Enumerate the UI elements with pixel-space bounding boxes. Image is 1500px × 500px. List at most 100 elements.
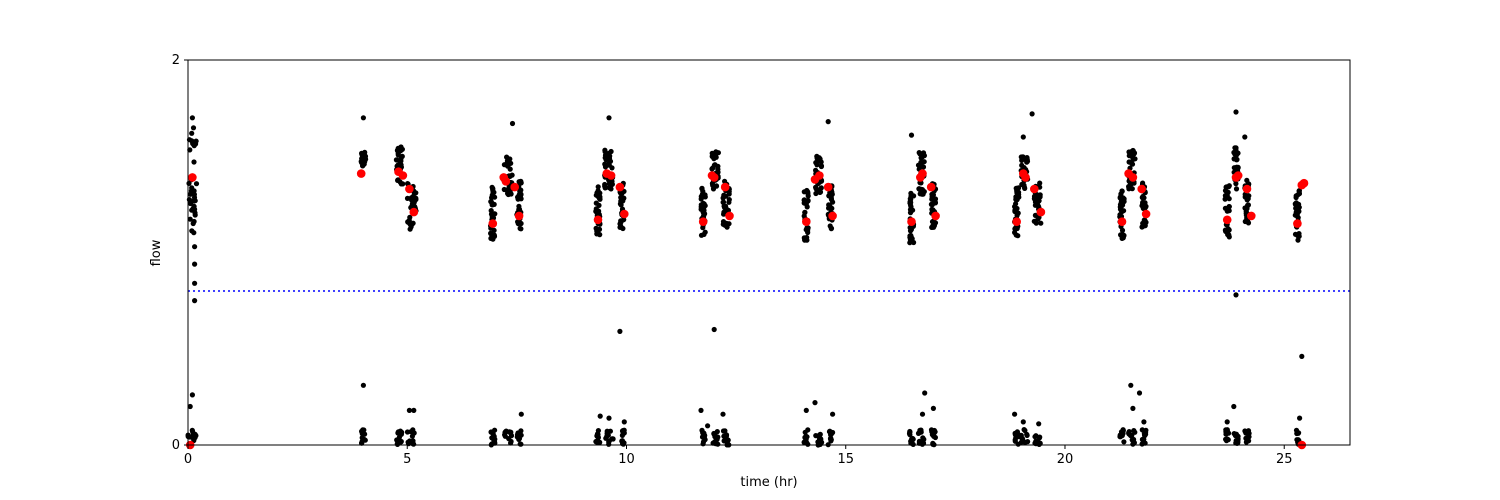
- data-point: [721, 209, 727, 215]
- data-point: [907, 228, 914, 234]
- data-point: [621, 195, 627, 201]
- data-point-outlier: [192, 298, 198, 304]
- data-point: [1121, 439, 1127, 445]
- data-point: [1233, 181, 1239, 187]
- data-point-outlier: [1297, 415, 1303, 421]
- data-point-highlight: [720, 182, 730, 192]
- data-point: [701, 207, 707, 213]
- data-point-highlight: [1021, 173, 1030, 182]
- data-point-outlier: [720, 411, 726, 417]
- data-point: [1224, 427, 1230, 433]
- data-point: [801, 213, 807, 219]
- data-point: [713, 183, 720, 189]
- data-point: [1012, 229, 1018, 236]
- data-point-outlier: [1299, 353, 1305, 359]
- data-point-highlight: [514, 211, 524, 221]
- data-point: [818, 185, 824, 191]
- data-point-highlight: [709, 173, 719, 182]
- data-point-outlier: [189, 115, 195, 121]
- data-point: [489, 192, 495, 198]
- data-point: [907, 237, 914, 243]
- plot-frame: [187, 59, 1351, 446]
- data-point: [1117, 434, 1123, 440]
- data-point: [932, 199, 939, 206]
- data-point-outlier: [919, 411, 926, 417]
- data-point: [191, 230, 197, 236]
- data-point-outlier: [606, 415, 612, 421]
- data-point: [723, 432, 730, 438]
- data-point: [1143, 203, 1149, 209]
- data-point: [518, 196, 524, 202]
- data-point: [1141, 437, 1147, 443]
- data-point: [1119, 227, 1126, 233]
- data-point-highlight: [1012, 217, 1021, 226]
- data-point: [617, 224, 623, 230]
- data-point: [701, 231, 707, 237]
- data-point: [1012, 437, 1018, 443]
- data-point-highlight: [815, 171, 824, 180]
- data-point-outlier: [411, 407, 417, 413]
- data-point: [597, 439, 603, 445]
- data-point: [190, 220, 196, 227]
- data-point: [191, 203, 197, 209]
- data-point-outlier: [830, 411, 836, 417]
- data-point: [1233, 438, 1239, 444]
- data-point: [711, 162, 718, 168]
- data-point-outlier: [187, 403, 193, 410]
- data-point-outlier: [698, 407, 704, 413]
- data-point: [1012, 204, 1018, 210]
- data-point: [1014, 210, 1020, 217]
- data-point-highlight: [606, 171, 616, 180]
- data-point: [827, 223, 833, 229]
- data-point: [489, 214, 495, 220]
- data-point: [701, 435, 708, 441]
- data-point: [619, 432, 626, 438]
- data-point: [602, 162, 608, 168]
- data-point-highlight: [828, 211, 837, 221]
- data-point-outlier: [1242, 134, 1248, 140]
- data-point: [405, 219, 411, 225]
- data-point-outlier: [1233, 292, 1239, 298]
- data-point-outlier: [812, 400, 818, 406]
- data-point-highlight: [1036, 207, 1046, 217]
- data-point: [608, 186, 614, 192]
- data-point: [818, 163, 825, 169]
- data-point: [720, 428, 727, 434]
- x-tick-label: 5: [403, 452, 411, 467]
- data-point: [1233, 186, 1240, 192]
- data-point: [490, 202, 496, 208]
- data-point: [609, 165, 615, 171]
- data-point: [492, 436, 498, 442]
- data-point: [1245, 434, 1252, 440]
- data-point: [409, 433, 415, 439]
- data-point: [488, 429, 494, 435]
- data-point-outlier: [803, 407, 809, 413]
- data-point-outlier: [1141, 419, 1147, 425]
- data-point: [815, 433, 821, 439]
- data-point-highlight: [725, 211, 734, 221]
- data-point: [1231, 149, 1237, 156]
- data-point: [1234, 156, 1240, 163]
- data-point: [1140, 193, 1146, 200]
- data-point: [1022, 185, 1028, 191]
- data-point-outlier: [406, 407, 412, 413]
- data-point: [1226, 208, 1232, 214]
- data-point-highlight: [188, 173, 197, 182]
- data-point: [906, 430, 913, 437]
- data-point: [518, 441, 524, 447]
- data-point: [506, 429, 513, 435]
- data-point: [361, 158, 367, 164]
- data-point: [720, 199, 726, 205]
- y-tick-label: 0: [172, 438, 180, 453]
- data-point-outlier: [825, 119, 831, 125]
- data-point: [1016, 192, 1022, 198]
- data-point: [1033, 438, 1039, 444]
- data-point: [408, 224, 414, 230]
- plot-area: [185, 60, 1350, 450]
- data-point: [714, 429, 720, 435]
- data-point-outlier: [1020, 134, 1026, 140]
- data-point: [359, 438, 365, 444]
- data-point: [826, 202, 832, 208]
- data-point: [399, 153, 405, 159]
- data-point: [408, 429, 414, 435]
